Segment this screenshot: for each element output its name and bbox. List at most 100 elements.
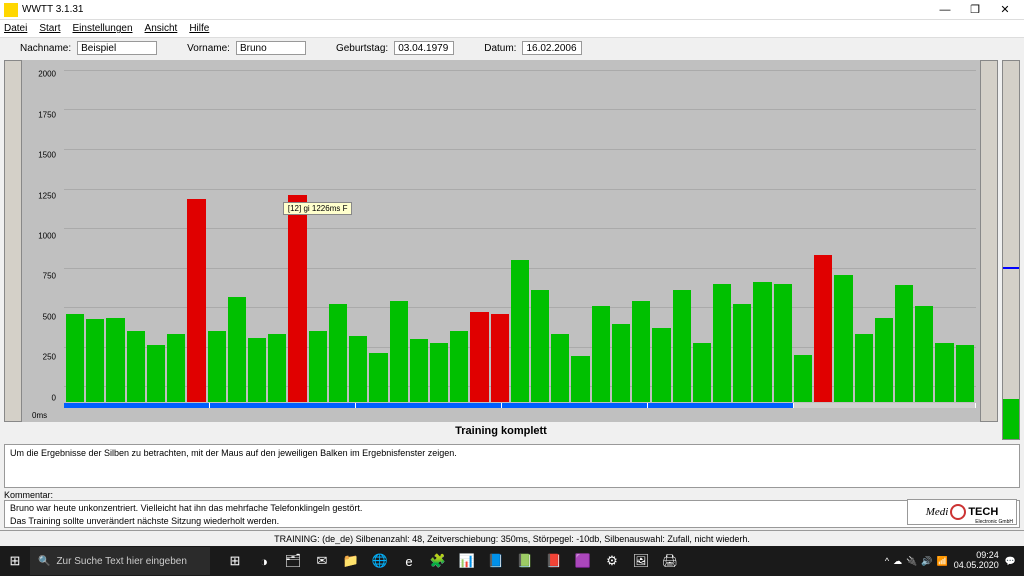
taskbar-app-icon[interactable]: 🗂 <box>280 548 306 574</box>
tray-icon[interactable]: ☁ <box>893 556 902 567</box>
bar-tooltip: [12] gi 1226ms F <box>283 202 353 215</box>
bar[interactable] <box>329 304 347 402</box>
bar[interactable] <box>935 343 953 402</box>
menu-start[interactable]: Start <box>39 23 60 34</box>
bar[interactable] <box>390 301 408 402</box>
bar[interactable] <box>713 284 731 402</box>
bar[interactable] <box>248 338 266 402</box>
tray-icon[interactable]: 🔌 <box>906 556 917 567</box>
y-tick: 250 <box>43 353 56 362</box>
taskbar-app-icon[interactable]: ⚙ <box>599 548 625 574</box>
bar[interactable] <box>693 343 711 402</box>
geburtstag-input[interactable] <box>394 41 454 55</box>
comment-panel[interactable]: Bruno war heute unkonzentriert. Vielleic… <box>4 500 1020 528</box>
bar[interactable] <box>349 336 367 402</box>
comment-label: Kommentar: <box>4 490 1020 500</box>
taskbar-app-icon[interactable]: 📕 <box>541 548 567 574</box>
tray-icon[interactable]: 📶 <box>937 556 948 567</box>
taskbar-app-icon[interactable]: ✉ <box>309 548 335 574</box>
datum-input[interactable] <box>522 41 582 55</box>
comment-line2: Das Training sollte unverändert nächste … <box>10 516 1014 526</box>
logo-icon <box>950 504 966 520</box>
taskbar-app-icon[interactable]: e <box>396 548 422 574</box>
bar[interactable] <box>268 334 286 402</box>
bar[interactable] <box>147 345 165 402</box>
scrollbar-left[interactable] <box>4 60 22 422</box>
taskbar-app-icon[interactable]: 🌐 <box>367 548 393 574</box>
bar[interactable] <box>855 334 873 402</box>
bar[interactable] <box>632 301 650 402</box>
menu-einstellungen[interactable]: Einstellungen <box>72 23 132 34</box>
bar[interactable] <box>430 343 448 402</box>
progress-segment <box>356 403 502 408</box>
comment-line1: Bruno war heute unkonzentriert. Vielleic… <box>10 503 1014 513</box>
taskbar-app-icon[interactable]: 🧩 <box>425 548 451 574</box>
bar[interactable] <box>106 318 124 403</box>
clock[interactable]: 09:24 04.05.2020 <box>954 551 999 571</box>
taskbar-app-icon[interactable]: ◑ <box>251 548 277 574</box>
taskbar-app-icon[interactable]: 📁 <box>338 548 364 574</box>
bar[interactable] <box>652 328 670 402</box>
bar[interactable] <box>551 334 569 402</box>
taskbar-app-icon[interactable]: 🟪 <box>570 548 596 574</box>
menu-hilfe[interactable]: Hilfe <box>189 23 209 34</box>
bar[interactable] <box>288 195 306 402</box>
taskbar-app-icon[interactable]: 🖨 <box>657 548 683 574</box>
tray-icon[interactable]: 🔊 <box>921 556 932 567</box>
bar[interactable] <box>369 353 387 402</box>
bar[interactable] <box>814 255 832 402</box>
tray-icon[interactable]: ^ <box>885 556 889 567</box>
window-titlebar: WWTT 3.1.31 — ❐ ✕ <box>0 0 1024 20</box>
minimize-button[interactable]: — <box>930 4 960 16</box>
geburtstag-label: Geburtstag: <box>336 43 388 54</box>
scrollbar-right[interactable] <box>980 60 998 422</box>
bar[interactable] <box>531 290 549 402</box>
progress-segment <box>794 403 976 408</box>
nachname-input[interactable] <box>77 41 157 55</box>
bar[interactable] <box>774 284 792 402</box>
bar[interactable] <box>228 297 246 402</box>
bar[interactable] <box>187 199 205 402</box>
logo-sub: Electronic GmbH <box>975 519 1013 525</box>
bar[interactable] <box>410 339 428 402</box>
menu-datei[interactable]: Datei <box>4 23 27 34</box>
y-origin-label: 0ms <box>32 411 47 420</box>
bar[interactable] <box>167 334 185 402</box>
bar[interactable] <box>733 304 751 402</box>
bar[interactable] <box>612 324 630 402</box>
bar[interactable] <box>511 260 529 402</box>
side-indicator <box>1002 60 1020 440</box>
bar[interactable] <box>915 306 933 402</box>
taskbar-app-icon[interactable]: 📗 <box>512 548 538 574</box>
bar[interactable] <box>875 318 893 403</box>
bar[interactable] <box>491 314 509 402</box>
bar[interactable] <box>450 331 468 402</box>
bar[interactable] <box>571 356 589 402</box>
bar[interactable] <box>834 275 852 402</box>
bar[interactable] <box>127 331 145 402</box>
bar[interactable] <box>309 331 327 402</box>
bar[interactable] <box>592 306 610 402</box>
bar[interactable] <box>895 285 913 402</box>
bar[interactable] <box>208 331 226 402</box>
bar[interactable] <box>470 312 488 402</box>
search-box[interactable]: 🔍 Zur Suche Text hier eingeben <box>30 547 210 575</box>
form-row: Nachname: Vorname: Geburtstag: Datum: <box>0 38 1024 58</box>
taskbar-app-icon[interactable]: 📘 <box>483 548 509 574</box>
start-button[interactable]: ⊞ <box>0 546 30 576</box>
taskbar-app-icon[interactable]: 🖼 <box>628 548 654 574</box>
bar[interactable] <box>86 319 104 402</box>
bar[interactable] <box>956 345 974 402</box>
maximize-button[interactable]: ❐ <box>960 3 990 16</box>
menu-ansicht[interactable]: Ansicht <box>145 23 178 34</box>
taskbar-app-icon[interactable]: 📊 <box>454 548 480 574</box>
bar[interactable] <box>794 355 812 402</box>
taskbar-app-icon[interactable]: ⊞ <box>222 548 248 574</box>
notification-icon[interactable]: 💬 <box>1005 556 1016 567</box>
bar[interactable] <box>66 314 84 402</box>
progress-segment <box>210 403 356 408</box>
vorname-input[interactable] <box>236 41 306 55</box>
close-button[interactable]: ✕ <box>990 3 1020 16</box>
bar[interactable] <box>753 282 771 402</box>
bar[interactable] <box>673 290 691 402</box>
